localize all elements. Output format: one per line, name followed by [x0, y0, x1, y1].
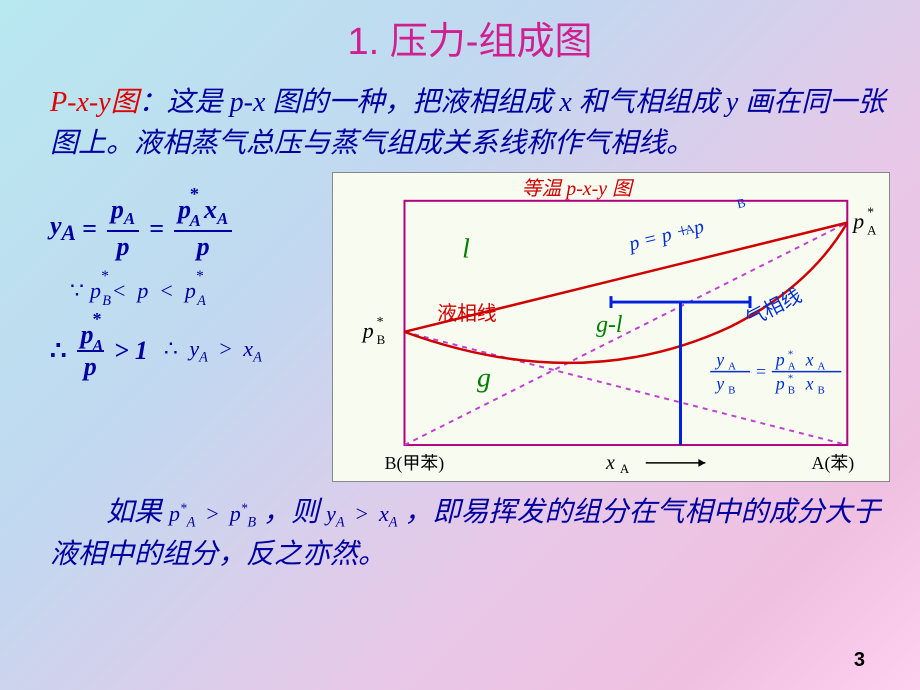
- svg-text:A: A: [818, 361, 826, 373]
- pxy-label: P-x-y图: [50, 87, 139, 118]
- svg-text:p: p: [774, 350, 785, 370]
- svg-text:A: A: [728, 361, 736, 373]
- svg-text:p: p: [851, 210, 864, 234]
- svg-text:B(甲苯): B(甲苯): [385, 453, 445, 474]
- svg-text:B: B: [728, 385, 735, 397]
- svg-text:*: *: [377, 315, 384, 330]
- svg-text:B: B: [788, 385, 795, 397]
- equation-3: ∴ p*A p > 1 ∴ yA > xA: [50, 322, 320, 380]
- svg-text:y: y: [714, 374, 724, 394]
- svg-text:x: x: [805, 374, 814, 394]
- svg-text:B: B: [818, 385, 825, 397]
- svg-text:B: B: [377, 333, 386, 347]
- slide-title: 1. 压力-组成图: [50, 10, 890, 65]
- svg-text:等温 p-x-y 图: 等温 p-x-y 图: [522, 178, 635, 200]
- equation-block: yA = pA p = p*A xA p ∵ p*B < p: [50, 172, 320, 482]
- svg-text:g-l: g-l: [596, 312, 623, 338]
- svg-text:气相线: 气相线: [742, 285, 805, 332]
- svg-text:*: *: [867, 206, 874, 221]
- pxy-diagram: 等温 p-x-y 图lgg-l液相线气相线p = p + pABp*Bp*AB(…: [332, 172, 890, 482]
- svg-text:A: A: [788, 361, 796, 373]
- svg-text:g: g: [477, 363, 491, 394]
- intro-paragraph: P-x-y图：这是 p-x 图的一种，把液相组成 x 和气相组成 y 画在同一张…: [50, 83, 890, 164]
- svg-text:A: A: [867, 224, 877, 238]
- svg-text:*: *: [788, 349, 793, 361]
- svg-text:p: p: [774, 374, 785, 394]
- svg-text:B: B: [735, 196, 747, 212]
- conclusion-paragraph: 如果 p*A > p*B ，则 yA > xA ，即易挥发的组分在气相中的成分大…: [50, 492, 890, 576]
- equation-1: yA = pA p = p*A xA p: [50, 197, 320, 260]
- svg-text:x: x: [805, 350, 814, 370]
- svg-text:=: =: [756, 362, 766, 382]
- diagram-svg: 等温 p-x-y 图lgg-l液相线气相线p = p + pABp*Bp*AB(…: [333, 173, 889, 481]
- svg-text:x: x: [605, 452, 615, 474]
- svg-text:*: *: [788, 373, 793, 385]
- svg-text:y: y: [714, 350, 724, 370]
- svg-text:A(苯): A(苯): [812, 453, 855, 474]
- svg-text:p: p: [361, 319, 374, 343]
- page-number: 3: [854, 649, 865, 672]
- equation-2: ∵ p*B < p < p*A: [50, 278, 320, 304]
- svg-text:A: A: [620, 462, 630, 476]
- svg-text:液相线: 液相线: [437, 303, 497, 325]
- svg-text:l: l: [462, 234, 470, 265]
